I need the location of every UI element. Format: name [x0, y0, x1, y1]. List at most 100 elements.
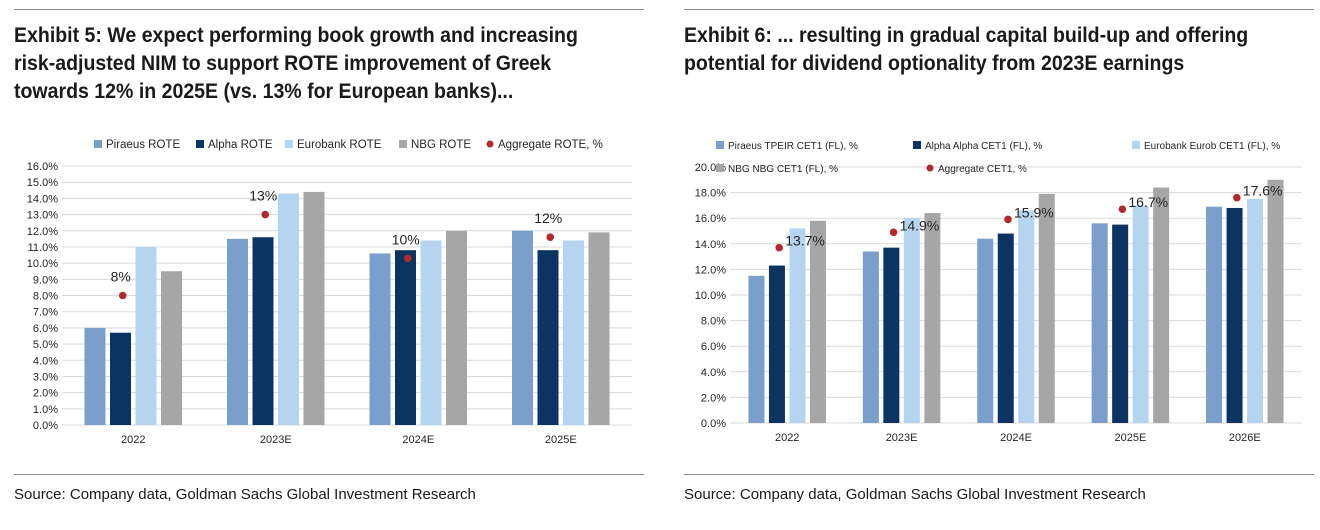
y-tick-label: 0.0%	[701, 418, 726, 430]
legend-label: Eurobank Eurob CET1 (FL), %	[1144, 141, 1280, 152]
aggregate-label: 14.9%	[900, 217, 940, 233]
bar-eurobank	[1018, 210, 1035, 423]
exhibit-6-source: Source: Company data, Goldman Sachs Glob…	[684, 486, 1146, 503]
bar-nbg	[446, 230, 467, 425]
x-tick-label: 2024E	[1000, 432, 1032, 444]
y-tick-label: 6.0%	[33, 323, 58, 335]
x-tick-label: 2023E	[260, 434, 292, 446]
bar-alpha	[1112, 224, 1129, 423]
bar-nbg	[161, 271, 182, 425]
aggregate-marker	[1118, 205, 1127, 214]
aggregate-marker	[1004, 215, 1012, 224]
y-tick-label: 16.0%	[27, 161, 58, 173]
rote-chart: 0.0% 1.0% 2.0% 3.0% 4.0% 5.0% 6.0% 7.0% 8.0% 9.0%…	[27, 139, 632, 446]
cet1-chart: 0.0% 2.0% 4.0% 6.0% 8.0% 10.0% 12.0% 14.0% 16.0%…	[695, 141, 1302, 444]
legend-swatch-alpha	[913, 141, 921, 149]
bar-nbg	[924, 213, 941, 423]
y-tick-label: 2.0%	[33, 388, 58, 400]
y-tick-label: 7.0%	[33, 307, 58, 319]
y-tick-label: 9.0%	[33, 274, 58, 286]
bar-alpha	[252, 237, 274, 425]
bar-alpha	[997, 233, 1014, 423]
bar-nbg	[1038, 193, 1055, 423]
x-tick-label: 2025E	[1114, 432, 1146, 444]
top-rule	[14, 9, 644, 10]
aggregate-label: 15.9%	[1014, 204, 1054, 220]
exhibit-6-title: Exhibit 6: ... resulting in gradual capi…	[684, 24, 1249, 75]
legend-label: NBG ROTE	[411, 139, 471, 151]
legend-swatch-piraeus	[716, 141, 724, 149]
legend-swatch-nbg	[716, 164, 724, 172]
exhibit-5-title: Exhibit 5: We expect performing book gro…	[14, 24, 578, 103]
y-tick-label: 12.0%	[27, 226, 58, 238]
bar-piraeus	[369, 253, 391, 425]
bottom-rule	[684, 474, 1314, 475]
aggregate-marker	[889, 228, 898, 237]
bar-eurobank	[903, 218, 920, 423]
bar-alpha	[883, 247, 900, 423]
aggregate-label: 16.7%	[1128, 194, 1168, 210]
y-tick-label: 5.0%	[33, 339, 58, 351]
x-tick-label: 2024E	[402, 434, 434, 446]
y-tick-label: 16.0%	[695, 213, 726, 225]
y-tick-label: 15.0%	[27, 177, 58, 189]
top-rule	[684, 9, 1314, 10]
legend-marker-aggregate	[486, 140, 494, 148]
aggregate-marker	[261, 210, 270, 219]
legend-label: Piraeus TPEIR CET1 (FL), %	[728, 141, 858, 152]
y-tick-label: 14.0%	[695, 239, 726, 251]
legend-label: Aggregate ROTE, %	[498, 139, 603, 151]
x-tick-label: 2023E	[886, 432, 918, 444]
legend-marker-aggregate	[926, 164, 934, 172]
aggregate-marker	[403, 254, 412, 263]
bar-nbg	[1153, 187, 1170, 423]
bar-alpha	[395, 250, 416, 425]
exhibit-5-panel: Exhibit 5: We expect performing book gro…	[14, 0, 644, 530]
y-tick-label: 8.0%	[701, 316, 726, 328]
aggregate-label: 13.7%	[785, 233, 825, 249]
aggregate-label: 10%	[392, 231, 420, 247]
bar-piraeus	[512, 230, 533, 425]
aggregate-label: 12%	[534, 210, 562, 226]
bar-nbg	[303, 191, 325, 425]
bar-piraeus	[748, 275, 765, 423]
bar-piraeus	[1206, 206, 1223, 423]
aggregate-label: 13%	[249, 188, 277, 204]
bar-piraeus	[84, 327, 106, 425]
legend-label: Alpha ROTE	[208, 139, 273, 151]
x-tick-label: 2025E	[545, 434, 577, 446]
y-tick-label: 11.0%	[28, 242, 59, 254]
y-tick-label: 3.0%	[33, 371, 58, 383]
legend-label: Piraeus ROTE	[106, 139, 180, 151]
bar-piraeus	[977, 238, 994, 423]
bar-eurobank	[1247, 199, 1264, 423]
y-tick-label: 8.0%	[33, 291, 58, 303]
legend-swatch-nbg	[399, 140, 407, 148]
aggregate-label: 8%	[111, 269, 131, 285]
bar-eurobank	[563, 240, 584, 425]
bar-eurobank	[135, 246, 157, 425]
y-tick-label: 10.0%	[695, 290, 726, 302]
y-tick-label: 18.0%	[695, 188, 726, 200]
bar-alpha	[110, 332, 131, 425]
legend-label: NBG NBG CET1 (FL), %	[728, 164, 838, 175]
legend-label: Alpha Alpha CET1 (FL), %	[925, 141, 1042, 152]
bar-alpha	[537, 250, 559, 425]
bar-nbg	[1267, 179, 1284, 423]
aggregate-marker	[546, 233, 555, 242]
aggregate-marker	[118, 291, 127, 300]
bar-eurobank	[789, 228, 806, 423]
aggregate-marker	[775, 243, 783, 252]
bar-nbg	[809, 220, 826, 423]
bottom-rule	[14, 474, 644, 475]
bar-eurobank	[420, 240, 442, 425]
legend-swatch-alpha	[196, 140, 204, 148]
y-tick-label: 13.0%	[27, 210, 58, 222]
legend-label: Eurobank ROTE	[297, 139, 382, 151]
exhibit-6-panel: Exhibit 6: ... resulting in gradual capi…	[684, 0, 1314, 530]
legend-swatch-eurobank	[1132, 141, 1140, 149]
bar-nbg	[588, 232, 610, 425]
x-tick-label: 2026E	[1229, 432, 1261, 444]
legend-label: Aggregate CET1, %	[938, 164, 1027, 175]
y-tick-label: 1.0%	[33, 404, 58, 416]
